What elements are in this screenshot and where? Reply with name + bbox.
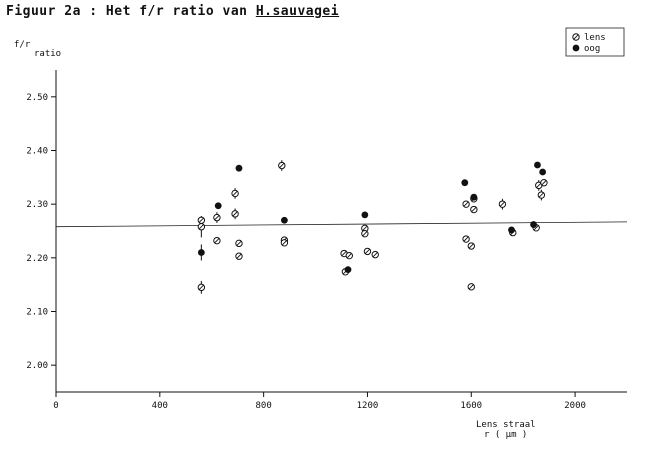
y-tick-label: 2.40 xyxy=(26,147,48,157)
x-tick-label: 400 xyxy=(152,401,168,411)
legend-marker-lens xyxy=(572,33,580,41)
point-lens xyxy=(280,239,289,247)
x-tick-label: 800 xyxy=(256,401,272,411)
point-lens xyxy=(231,210,239,218)
point-lens xyxy=(231,189,239,198)
point-oog xyxy=(344,266,352,274)
point-lens xyxy=(197,283,206,292)
legend-marker-lens-shape xyxy=(572,33,580,41)
y-tick-label: 2.20 xyxy=(26,254,48,264)
point-oog xyxy=(214,202,222,210)
point-oog xyxy=(530,221,537,228)
point-lens xyxy=(467,242,475,250)
legend-marker-oog xyxy=(572,44,580,52)
title-prefix: Figuur 2a : Het f/r ratio van xyxy=(6,4,256,19)
point-lens xyxy=(197,216,206,224)
point-lens xyxy=(535,181,543,190)
point-lens xyxy=(498,200,507,208)
x-tick-label: 1600 xyxy=(460,401,482,411)
point-lens xyxy=(197,223,206,231)
chart-title: Figuur 2a : Het f/r ratio van H.sauvagei xyxy=(6,4,339,19)
point-oog xyxy=(281,216,288,224)
legend: lens oog xyxy=(565,27,625,57)
point-lens xyxy=(470,205,478,214)
x-tick-label: 0 xyxy=(53,401,58,411)
x-tick-label: 1200 xyxy=(357,401,379,411)
point-lens xyxy=(345,251,353,260)
point-oog xyxy=(470,193,478,201)
x-axis-label-line1: Lens straal xyxy=(476,420,536,430)
point-lens xyxy=(467,283,475,291)
y-axis-label-line1: f/r xyxy=(14,40,31,50)
point-oog xyxy=(235,164,243,172)
point-oog xyxy=(461,179,469,187)
y-tick-label: 2.30 xyxy=(26,200,48,210)
x-tick-label: 2000 xyxy=(564,401,586,411)
y-axis-label-line2: ratio xyxy=(34,49,61,59)
x-axis-label-line2: r ( μm ) xyxy=(484,430,527,440)
point-lens xyxy=(213,236,221,245)
legend-label-oog: oog xyxy=(584,44,600,54)
point-oog xyxy=(539,168,547,176)
legend-marker-oog-shape xyxy=(572,44,580,52)
ticks: 0 400 800 1200 1600 2000 2.00 2.10 2.20 2.30 2.40 2… xyxy=(26,93,586,411)
point-lens xyxy=(537,191,546,199)
point-lens xyxy=(361,229,369,238)
y-tick-label: 2.50 xyxy=(26,93,48,103)
point-lens xyxy=(462,200,470,208)
point-lens xyxy=(235,252,243,260)
point-oog xyxy=(197,249,205,256)
point-lens xyxy=(462,235,470,243)
axes xyxy=(55,70,627,393)
point-lens xyxy=(213,213,221,222)
point-lens xyxy=(540,179,548,187)
point-oog xyxy=(361,211,369,219)
point-lens xyxy=(363,247,372,256)
point-lens xyxy=(371,250,379,259)
y-tick-label: 2.00 xyxy=(26,361,48,371)
legend-box xyxy=(565,27,625,57)
title-species: H.sauvagei xyxy=(255,4,340,19)
point-lens xyxy=(235,239,243,248)
y-tick-label: 2.10 xyxy=(26,308,48,318)
point-lens xyxy=(278,161,286,170)
legend-label-lens: lens xyxy=(584,33,606,43)
reference-line xyxy=(55,221,628,228)
point-oog xyxy=(534,161,541,169)
data-points xyxy=(197,160,548,294)
point-oog xyxy=(508,226,515,234)
